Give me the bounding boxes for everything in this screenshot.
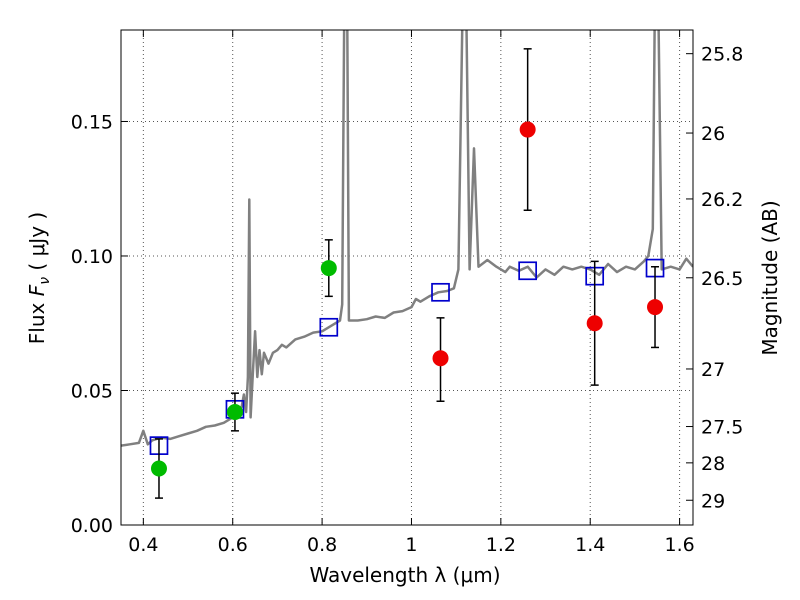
y-tick-label: 0.15 — [71, 111, 113, 133]
x-tick-label: 0.8 — [307, 534, 337, 556]
photometry-point-green — [320, 260, 337, 277]
plot-background — [121, 30, 693, 525]
photometry-point-green — [150, 460, 167, 477]
x-tick-label: 0.6 — [218, 534, 248, 556]
model-square-marker — [431, 282, 450, 302]
right-tick-label: 29 — [701, 490, 725, 512]
right-tick-label: 26.2 — [701, 189, 743, 211]
model-square-marker — [518, 261, 538, 281]
y-tick-label: 0.00 — [71, 515, 113, 537]
x-tick-label: 0.4 — [128, 534, 158, 556]
x-tick-label: 1.2 — [486, 534, 516, 556]
photometry-point-red — [647, 299, 664, 316]
right-tick-label: 27 — [701, 359, 725, 381]
right-tick-label: 28 — [701, 453, 725, 475]
right-tick-label: 26.5 — [701, 268, 743, 290]
axes: 0.4 0.6 0.8 1 1.2 1.4 1.6 0.00 0.05 0.10 0.15 25.8 2… — [71, 30, 743, 556]
photometry-point-red — [432, 350, 449, 367]
x-tick-label: 1 — [405, 534, 417, 556]
model-square-marker — [319, 317, 339, 337]
right-tick-label: 25.8 — [701, 44, 743, 66]
right-tick-label: 26 — [701, 123, 725, 145]
y-axis-title: Flux Fν ( μJy ) — [25, 212, 53, 344]
photometry-point-red — [519, 121, 536, 138]
photometry-point-green — [226, 404, 243, 421]
y-tick-label: 0.10 — [71, 246, 113, 268]
x-tick-label: 1.6 — [664, 534, 694, 556]
y-tick-label: 0.05 — [71, 380, 113, 402]
photometry-point-red — [586, 315, 603, 332]
right-axis-title: Magnitude (AB) — [758, 200, 782, 355]
data-layer — [121, 30, 693, 499]
right-tick-label: 27.5 — [701, 417, 743, 439]
x-axis-title: Wavelength λ (μm) — [309, 563, 500, 587]
x-tick-label: 1.4 — [575, 534, 605, 556]
